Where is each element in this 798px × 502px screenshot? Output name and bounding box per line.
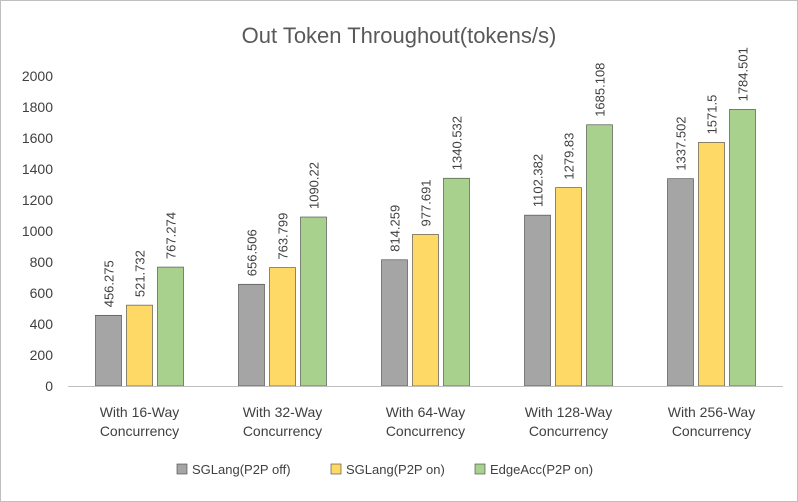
y-tick-label: 2000	[22, 68, 53, 84]
data-label: 1090.22	[307, 162, 322, 209]
y-tick-label: 1000	[22, 223, 53, 239]
y-tick-label: 1200	[22, 192, 53, 208]
bar	[126, 304, 153, 387]
legend: SGLang(P2P off) SGLang(P2P on) EdgeAcc(P2P…	[176, 462, 593, 477]
y-tick-label: 200	[30, 347, 54, 363]
x-axis: With 16-Way Concurrency With 32-Way Concurr…	[68, 386, 783, 439]
bar	[238, 283, 265, 387]
x-tick-label: With 128-Way	[525, 404, 612, 420]
x-tick-label: Concurrency	[529, 423, 608, 439]
bar	[381, 259, 408, 387]
data-label: 456.275	[102, 260, 117, 307]
data-label: 1279.83	[562, 133, 577, 180]
bar	[412, 234, 439, 387]
data-label: 1571.5	[705, 95, 720, 135]
y-tick-label: 800	[30, 254, 54, 270]
legend-label: EdgeAcc(P2P on)	[490, 462, 593, 477]
data-label: 1102.382	[531, 154, 546, 207]
x-tick-label: Concurrency	[100, 423, 179, 439]
x-tick-label: Concurrency	[672, 423, 751, 439]
y-tick-label: 600	[30, 285, 54, 301]
data-label: 656.506	[245, 229, 260, 276]
data-label: 767.274	[164, 212, 179, 259]
legend-swatch	[330, 463, 342, 475]
bar	[524, 214, 551, 387]
x-tick-label: With 32-Way	[243, 404, 323, 420]
y-tick-label: 1400	[22, 161, 53, 177]
bar	[555, 187, 582, 387]
bar	[157, 266, 184, 387]
legend-swatch	[474, 463, 486, 475]
x-tick-label: Concurrency	[386, 423, 465, 439]
legend-item: EdgeAcc(P2P on)	[474, 462, 593, 477]
y-tick-label: 1800	[22, 99, 53, 115]
data-label: 1784.501	[736, 47, 751, 101]
bar	[698, 142, 725, 387]
x-tick-label: With 64-Way	[386, 404, 466, 420]
data-label: 1340.532	[450, 116, 465, 170]
data-label: 814.259	[388, 205, 403, 252]
bar	[667, 178, 694, 387]
legend-label: SGLang(P2P on)	[346, 462, 445, 477]
bar	[443, 177, 470, 387]
data-label: 763.799	[276, 213, 291, 260]
x-tick-label: With 256-Way	[668, 404, 755, 420]
x-tick-label: With 16-Way	[100, 404, 180, 420]
y-tick-label: 0	[45, 378, 53, 394]
y-tick-label: 1600	[22, 130, 53, 146]
legend-label: SGLang(P2P off)	[192, 462, 291, 477]
legend-item: SGLang(P2P off)	[176, 462, 291, 477]
bar	[729, 109, 756, 387]
data-label: 1337.502	[674, 116, 689, 170]
x-tick-label: Concurrency	[243, 423, 322, 439]
y-tick-label: 400	[30, 316, 54, 332]
chart-title: Out Token Throughout(tokens/s)	[242, 23, 557, 48]
data-label: 977.691	[419, 179, 434, 226]
bar	[300, 216, 327, 387]
bars: 456.275 521.732 767.274 656.506 763.799 1090.…	[95, 47, 756, 387]
bar	[95, 314, 122, 387]
bar	[586, 124, 613, 387]
legend-item: SGLang(P2P on)	[330, 462, 445, 477]
legend-swatch	[176, 463, 188, 475]
data-label: 1685.108	[593, 63, 608, 117]
y-axis: 0 200 400 600 800 1000 1200 1400 1600 1800 2000	[22, 68, 53, 394]
bar	[269, 267, 296, 387]
data-label: 521.732	[133, 250, 148, 297]
